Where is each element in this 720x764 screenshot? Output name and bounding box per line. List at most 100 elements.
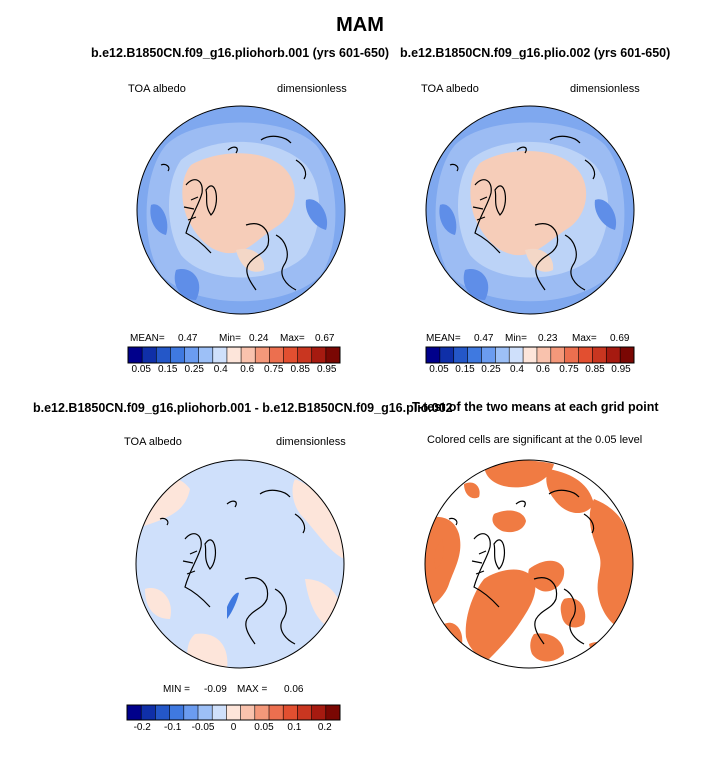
panel3-colorbar-ticks: -0.2 -0.1 -0.05 0 0.05 0.1 0.2: [127, 722, 340, 736]
panel3-negative-anomaly: [227, 592, 239, 619]
panel1-colorbar: [127, 346, 341, 364]
panel3-colorbar-swatch: [325, 705, 341, 720]
panel2-arctic-high-albedo: [470, 150, 587, 256]
panel3-colorbar-swatch: [240, 705, 256, 720]
panel2-max-value: 0.69: [610, 333, 630, 344]
panel3-max-label: MAX =: [237, 684, 268, 695]
panel2-colorbar-tick-label: 0.6: [536, 364, 550, 375]
panel3-min-label: MIN =: [163, 684, 190, 695]
panel1-colorbar-tick-label: 0.75: [264, 364, 284, 375]
panel1-colorbar-tick-label: 0.25: [184, 364, 204, 375]
panel2-colorbar-tick-label: 0.4: [510, 364, 524, 375]
panel1-mean-value: 0.47: [178, 333, 198, 344]
panel2-colorbar-swatch: [606, 347, 621, 363]
panel3-colorbar-swatch: [283, 705, 298, 720]
panel3-units-label: dimensionless: [276, 436, 346, 448]
panel2-colorbar-tick-label: 0.15: [455, 364, 475, 375]
panel1-colorbar-swatch: [184, 347, 199, 363]
panel2-coastlines: [449, 135, 596, 291]
panel1-min-value: 0.24: [249, 333, 269, 344]
panel2-min-value: 0.23: [538, 333, 558, 344]
panel1-colorbar-tick-label: 0.05: [131, 364, 151, 375]
panel1-colorbar-ticks: 0.05 0.15 0.25 0.4 0.6 0.75 0.85 0.95: [128, 364, 340, 378]
panel3-colorbar-tick-label: -0.1: [164, 722, 182, 733]
panel1-title: b.e12.B1850CN.f09_g16.pliohorb.001 (yrs …: [91, 46, 390, 60]
panel2-colorbar-swatch: [439, 347, 455, 363]
panel1-coastlines: [160, 135, 307, 291]
panel3-colorbar-swatch: [198, 705, 213, 720]
panel2-colorbar-swatch: [592, 347, 607, 363]
panel2-mean-label: MEAN=: [426, 333, 461, 344]
panel1-colorbar-swatch: [226, 347, 242, 363]
panel2-mean-value: 0.47: [474, 333, 494, 344]
panel2-colorbar-swatch: [578, 347, 593, 363]
panel3-colorbar-swatch: [254, 705, 270, 720]
panel3-colorbar-swatch: [226, 705, 241, 720]
panel1-colorbar-swatch: [128, 347, 143, 363]
panel1-min-label: Min=: [219, 333, 241, 344]
panel1-colorbar-tick-label: 0.85: [290, 364, 310, 375]
panel1-colorbar-tick-label: 0.6: [240, 364, 255, 375]
panel4-title: T-test of the two means at each grid poi…: [412, 400, 659, 414]
panel2-colorbar-tick-label: 0.25: [481, 364, 501, 375]
panel4-significant-cells: [425, 460, 633, 662]
panel2-colorbar-swatch: [536, 347, 552, 363]
panel2-colorbar-swatch: [564, 347, 579, 363]
panel1-colorbar-swatch: [156, 347, 171, 363]
panel2-colorbar-swatch: [426, 347, 441, 363]
panel2-colorbar-swatch: [509, 347, 524, 363]
panel1-colorbar-tick-label: 0.95: [317, 364, 337, 375]
panel1-colorbar-swatch: [241, 347, 256, 363]
panel3-colorbar-swatch: [155, 705, 170, 720]
panel1-colorbar-swatch: [325, 347, 341, 363]
panel2-max-label: Max=: [572, 333, 597, 344]
panel1-colorbar-swatch: [269, 347, 284, 363]
figure-title: MAM: [336, 14, 384, 36]
panel2-colorbar-swatch: [523, 347, 538, 363]
panel1-colorbar-swatch: [255, 347, 270, 363]
panel1-colorbar-swatch: [283, 347, 298, 363]
panel1-arctic-high-albedo: [182, 153, 295, 254]
panel2-colorbar-swatch: [467, 347, 482, 363]
panel2-min-label: Min=: [505, 333, 527, 344]
panel3-max-value: 0.06: [284, 684, 304, 695]
panel2-colorbar-swatch: [620, 347, 635, 363]
panel1-variable-label: TOA albedo: [128, 83, 186, 95]
panel3-colorbar-swatch: [141, 705, 156, 720]
panel1-colorbar-tick-label: 0.15: [158, 364, 178, 375]
panel2-colorbar-tick-label: 0.95: [611, 364, 631, 375]
panel1-max-label: Max=: [280, 333, 305, 344]
panel2-units-label: dimensionless: [570, 83, 640, 95]
panel3-title: b.e12.B1850CN.f09_g16.pliohorb.001 - b.e…: [33, 401, 453, 415]
panel3-colorbar-tick-label: -0.2: [133, 722, 151, 733]
panel2-colorbar-tick-label: 0.75: [559, 364, 579, 375]
panel2-title: b.e12.B1850CN.f09_g16.plio.002 (yrs 601-…: [400, 46, 671, 60]
panel3-colorbar-swatch: [183, 705, 199, 720]
panel3-colorbar-swatch: [127, 705, 142, 720]
panel2-colorbar-tick-label: 0.85: [585, 364, 605, 375]
panel3-colorbar: [126, 704, 341, 721]
panel2-polar-map: [425, 105, 635, 315]
panel4-subtitle: Colored cells are significant at the 0.0…: [427, 434, 643, 446]
panel1-colorbar-swatch: [297, 347, 313, 363]
panel3-colorbar-tick-label: 0.05: [254, 722, 274, 733]
panel2-colorbar-swatch: [550, 347, 565, 363]
panel1-colorbar-swatch: [311, 347, 327, 363]
panel3-colorbar-swatch: [297, 705, 312, 720]
panel3-polar-map: [135, 459, 345, 669]
panel3-colorbar-tick-label: 0: [230, 722, 237, 733]
panel1-max-value: 0.67: [315, 333, 335, 344]
panel1-colorbar-swatch: [170, 347, 185, 363]
panel2-colorbar-ticks: 0.05 0.15 0.25 0.4 0.6 0.75 0.85 0.95: [426, 364, 634, 378]
panel1-polar-map: [136, 105, 346, 315]
panel4-polar-map: [424, 459, 634, 669]
panel3-colorbar-swatch: [311, 705, 327, 720]
panel3-colorbar-swatch: [269, 705, 284, 720]
panel1-colorbar-swatch: [142, 347, 157, 363]
panel3-colorbar-tick-label: 0.1: [287, 722, 302, 733]
panel2-colorbar-swatch: [453, 347, 468, 363]
panel1-colorbar-swatch: [212, 347, 228, 363]
panel3-variable-label: TOA albedo: [124, 436, 182, 448]
panel3-colorbar-tick-label: 0.2: [317, 722, 332, 733]
panel2-variable-label: TOA albedo: [421, 83, 479, 95]
